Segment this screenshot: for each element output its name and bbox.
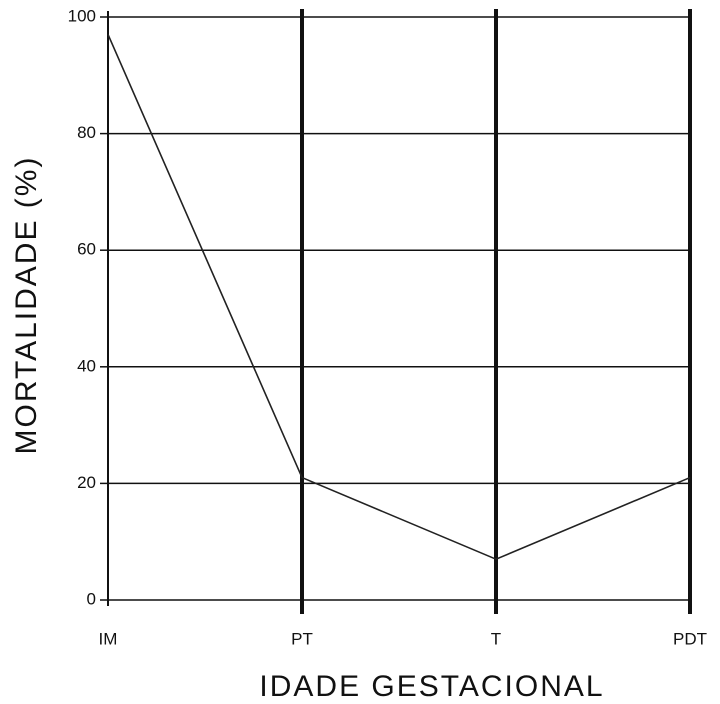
y-axis-title: MORTALIDADE (%) bbox=[10, 156, 43, 455]
y-tick-label: 100 bbox=[68, 6, 96, 25]
x-tick-label: IM bbox=[99, 629, 118, 648]
y-tick-label: 80 bbox=[77, 123, 96, 142]
y-tick-label: 40 bbox=[77, 356, 96, 375]
y-tick-label: 60 bbox=[77, 240, 96, 259]
x-axis-title: IDADE GESTACIONAL bbox=[259, 670, 604, 703]
x-tick-label: PDT bbox=[673, 629, 707, 648]
y-tick-label: 0 bbox=[87, 589, 96, 608]
x-tick-label: PT bbox=[291, 629, 313, 648]
x-tick-label: T bbox=[491, 629, 501, 648]
line-series bbox=[107, 34, 691, 561]
y-tick-label: 20 bbox=[77, 473, 96, 492]
